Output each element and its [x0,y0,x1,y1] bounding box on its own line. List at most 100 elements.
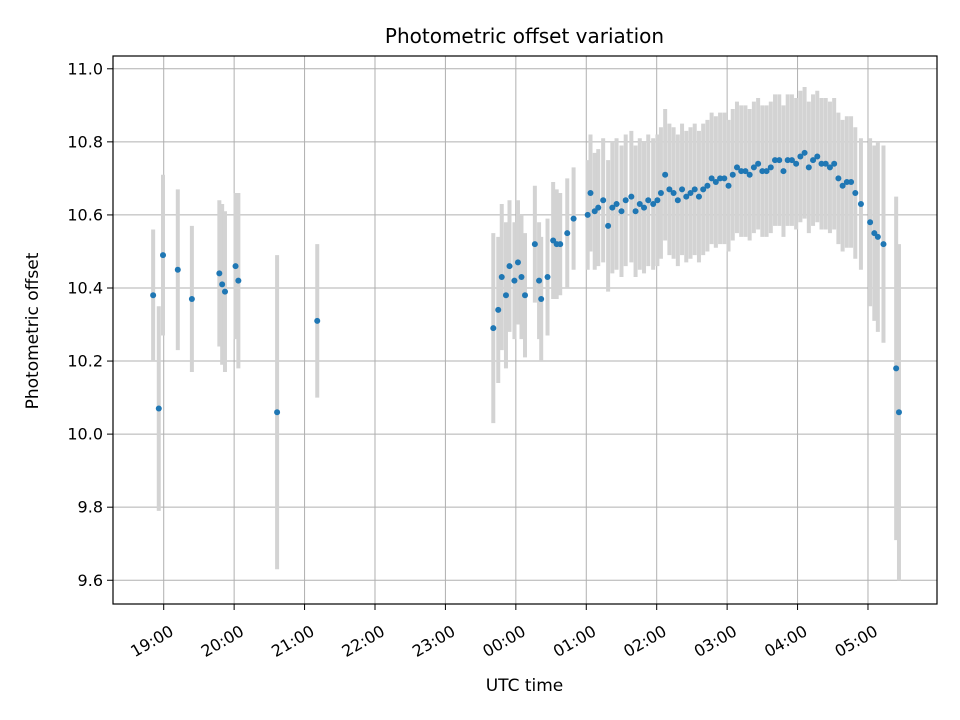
data-point [506,263,513,270]
data-point [522,292,528,299]
data-point [797,153,804,160]
data-point [733,164,740,171]
data-point [618,208,625,215]
data-point [772,157,779,164]
data-point [826,164,833,171]
data-point [666,186,673,193]
y-axis-ticks: 9.6 9.8 10.0 10.2 10.4 10.6 10.8 11.0 [67,59,113,590]
data-point [729,171,736,178]
plot-area-frame [112,55,938,605]
data-point [763,168,770,175]
y-tick-label: 11.0 [67,59,103,78]
data-point [805,164,812,171]
data-point [514,259,521,266]
data-point [755,160,762,167]
y-tick-label: 9.8 [78,498,103,517]
data-point [645,197,652,204]
data-point [595,204,602,211]
data-point [538,295,545,302]
y-tick-label: 10.6 [67,205,103,224]
y-tick-label: 9.6 [78,571,103,590]
data-point [801,149,808,156]
data-point [274,409,281,416]
data-point [818,160,825,167]
data-point [219,281,226,288]
data-point [570,215,577,222]
data-point [657,190,664,196]
data-point [587,190,594,196]
data-point [843,179,850,186]
data-point [632,208,639,215]
data-point [683,193,690,200]
data-point [839,182,846,189]
y-tick-label: 10.2 [67,352,103,371]
data-point [235,277,242,284]
data-point [518,274,525,281]
data-point [150,292,157,299]
data-point [814,153,821,160]
data-point [835,175,842,182]
data-point [636,200,643,207]
data-point [605,222,612,229]
data-point [641,204,648,211]
data-point [742,168,749,175]
data-point [511,277,518,284]
data-point [793,160,800,167]
data-point [780,168,787,175]
data-point [725,182,732,189]
data-point [895,409,902,416]
data-point [848,179,855,186]
data-point [788,157,795,164]
data-point [712,179,719,186]
data-point [216,270,223,277]
data-point [188,295,195,302]
data-point [600,197,607,204]
data-point [584,211,591,218]
data-point [613,200,620,207]
x-axis-label: UTC time [486,676,564,696]
data-point [691,186,698,193]
data-point [609,204,616,211]
data-point [498,274,505,281]
data-point [695,193,702,200]
data-point [544,274,551,281]
data-point [750,164,757,171]
data-point [536,277,543,284]
data-point [679,186,686,193]
data-point [874,233,881,240]
data-point [160,252,167,259]
data-point [687,190,694,196]
data-point [767,164,774,171]
data-point [893,365,900,372]
data-point [738,168,745,175]
data-point [746,171,753,178]
y-axis-label: Photometric offset [23,252,43,409]
data-point [495,306,502,313]
data-point [174,266,181,273]
data-point [880,241,887,248]
data-point [784,157,791,164]
chart-title: Photometric offset variation [385,24,664,48]
data-point [776,157,783,164]
data-point [155,405,162,412]
data-point [654,197,661,204]
data-point [622,197,629,204]
data-point [662,171,669,178]
data-point [490,325,497,332]
y-tick-label: 10.8 [67,132,103,151]
data-point [670,190,677,196]
data-point [314,317,321,324]
data-point [759,168,766,175]
data-point [650,200,657,207]
data-point [557,241,564,248]
y-tick-label: 10.0 [67,425,103,444]
data-point [857,200,864,207]
data-point [721,175,728,182]
data-point [708,175,715,182]
data-point [810,157,817,164]
data-point [717,175,724,182]
data-point [674,197,681,204]
data-point [502,292,509,299]
data-point [704,182,711,189]
